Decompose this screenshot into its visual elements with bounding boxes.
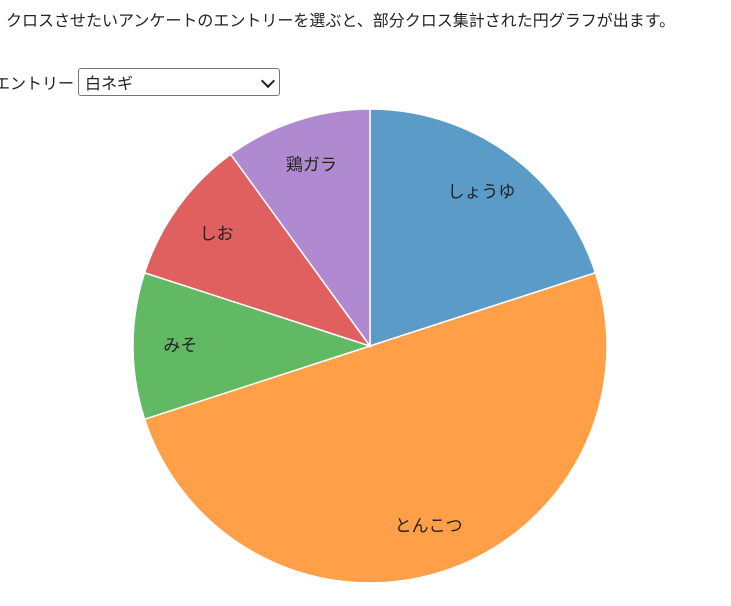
pie-slice-label-5: 鶏ガラ: [286, 156, 337, 176]
pie-slice-label-1: しょうゆ: [447, 183, 515, 203]
pie-slice-label-2: とんこつ: [395, 516, 463, 536]
pie-slice-label-3: みそ: [163, 336, 197, 356]
pie-slice-label-4: しお: [200, 225, 234, 245]
